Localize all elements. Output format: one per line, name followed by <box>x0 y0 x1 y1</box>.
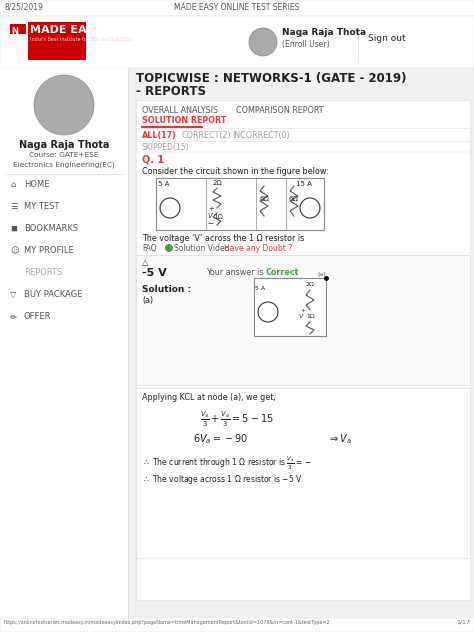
Text: Course: GATE+ESE: Course: GATE+ESE <box>29 152 99 158</box>
Text: BUY PACKAGE: BUY PACKAGE <box>24 290 82 299</box>
Circle shape <box>160 198 180 218</box>
Bar <box>136 388 470 558</box>
Text: TOPICWISE : NETWORKS-1 (GATE - 2019): TOPICWISE : NETWORKS-1 (GATE - 2019) <box>136 72 407 85</box>
Bar <box>254 278 326 336</box>
Text: -5 V: -5 V <box>142 268 167 278</box>
Text: OVERALL ANALYSIS: OVERALL ANALYSIS <box>142 106 218 115</box>
Text: The voltage ‘V’ across the 1 Ω resistor is: The voltage ‘V’ across the 1 Ω resistor … <box>142 234 304 243</box>
Text: $\frac{V_a}{3}+\frac{V_a}{3}=5-15$: $\frac{V_a}{3}+\frac{V_a}{3}=5-15$ <box>200 410 274 430</box>
Text: $6V_a=-90$: $6V_a=-90$ <box>192 432 247 446</box>
Text: OFFER: OFFER <box>24 312 52 321</box>
Bar <box>0 0 474 16</box>
Circle shape <box>34 75 94 135</box>
Text: 6Ω: 6Ω <box>260 196 270 202</box>
Text: Electronics Engineering(EC): Electronics Engineering(EC) <box>13 161 115 167</box>
Text: Sign out: Sign out <box>368 34 406 43</box>
Text: −: − <box>207 221 213 227</box>
Text: +: + <box>300 308 305 313</box>
Bar <box>136 255 470 385</box>
Text: $\Rightarrow V_a$: $\Rightarrow V_a$ <box>328 432 352 446</box>
Text: 1/17: 1/17 <box>456 620 470 625</box>
Text: SOLUTION REPORT: SOLUTION REPORT <box>142 116 227 125</box>
Text: (a): (a) <box>142 296 153 305</box>
Text: BOOKMARKS: BOOKMARKS <box>24 224 78 233</box>
Text: Your answer is: Your answer is <box>206 268 266 277</box>
Bar <box>156 178 324 230</box>
Text: $\therefore$ The current through 1 $\Omega$ resistor is $\frac{V_a}{3}=-$: $\therefore$ The current through 1 $\Ome… <box>142 455 312 472</box>
Text: 2Ω: 2Ω <box>213 180 223 186</box>
Text: ⌂: ⌂ <box>10 180 15 189</box>
Bar <box>8 22 86 60</box>
Text: Applying KCL at node (a), we get,: Applying KCL at node (a), we get, <box>142 393 276 402</box>
Text: ◼: ◼ <box>10 224 17 233</box>
Text: 5 A: 5 A <box>158 181 169 187</box>
Text: 8/25/2019: 8/25/2019 <box>5 3 44 12</box>
Text: ▽: ▽ <box>10 290 17 299</box>
Text: MY TEST: MY TEST <box>24 202 59 211</box>
Text: N: N <box>11 27 18 36</box>
Text: Solution Video: Solution Video <box>174 244 229 253</box>
Circle shape <box>300 198 320 218</box>
Text: FAQ: FAQ <box>142 244 156 253</box>
Circle shape <box>258 302 278 322</box>
Text: 6Ω: 6Ω <box>289 196 299 202</box>
Text: ☺: ☺ <box>10 246 19 255</box>
Text: MY PROFILE: MY PROFILE <box>24 246 74 255</box>
Bar <box>136 68 474 632</box>
Text: V: V <box>299 314 303 319</box>
Text: 1Ω: 1Ω <box>213 214 223 220</box>
Text: Solution :: Solution : <box>142 285 191 294</box>
Text: ALL(17): ALL(17) <box>142 131 177 140</box>
Text: India's Best Institute for IES, GATE & PSUs: India's Best Institute for IES, GATE & P… <box>30 37 133 42</box>
Bar <box>0 618 474 632</box>
Text: V: V <box>207 213 212 219</box>
Bar <box>8 22 28 60</box>
Text: Q. 1: Q. 1 <box>142 155 164 165</box>
Text: ✏: ✏ <box>10 312 17 321</box>
Bar <box>0 16 474 68</box>
Text: HOME: HOME <box>24 180 49 189</box>
Text: REPORTS: REPORTS <box>24 268 63 277</box>
Text: ☰: ☰ <box>10 202 18 211</box>
Text: Naga Raja Thota: Naga Raja Thota <box>19 140 109 150</box>
Text: 5 A: 5 A <box>255 286 265 291</box>
Text: $\therefore$ The voltage across 1 $\Omega$ resistor is $-5$ V.: $\therefore$ The voltage across 1 $\Omeg… <box>142 473 304 486</box>
Text: COMPARISON REPORT: COMPARISON REPORT <box>236 106 323 115</box>
Text: 15 A: 15 A <box>296 181 312 187</box>
Text: 2Ω: 2Ω <box>306 282 315 287</box>
Bar <box>0 68 128 632</box>
Circle shape <box>249 28 277 56</box>
Text: Consider the circuit shown in the figure below:: Consider the circuit shown in the figure… <box>142 167 328 176</box>
Text: Have any Doubt ?: Have any Doubt ? <box>224 244 292 253</box>
Text: +: + <box>208 206 214 212</box>
Text: △: △ <box>142 258 148 267</box>
Text: INCORRECT(0): INCORRECT(0) <box>232 131 290 140</box>
Text: MADE EASY ONLINE TEST SERIES: MADE EASY ONLINE TEST SERIES <box>174 3 300 12</box>
Circle shape <box>165 244 173 252</box>
Text: https://onlinetestseries.madeasy.in/madeeasylindex.php?pageName=timeManagementRe: https://onlinetestseries.madeasy.in/made… <box>4 620 331 625</box>
Bar <box>136 100 470 600</box>
Text: Naga Raja Thota: Naga Raja Thota <box>282 28 366 37</box>
Text: Correct: Correct <box>266 268 300 277</box>
Text: CORRECT(2): CORRECT(2) <box>182 131 232 140</box>
Text: (Enroll User): (Enroll User) <box>282 40 329 49</box>
Text: 1Ω: 1Ω <box>306 314 315 319</box>
Text: SKIPPED(15): SKIPPED(15) <box>142 143 190 152</box>
Text: MADE EASY: MADE EASY <box>30 25 103 35</box>
Text: (a): (a) <box>318 272 327 277</box>
Bar <box>10 24 26 34</box>
Text: - REPORTS: - REPORTS <box>136 85 206 98</box>
